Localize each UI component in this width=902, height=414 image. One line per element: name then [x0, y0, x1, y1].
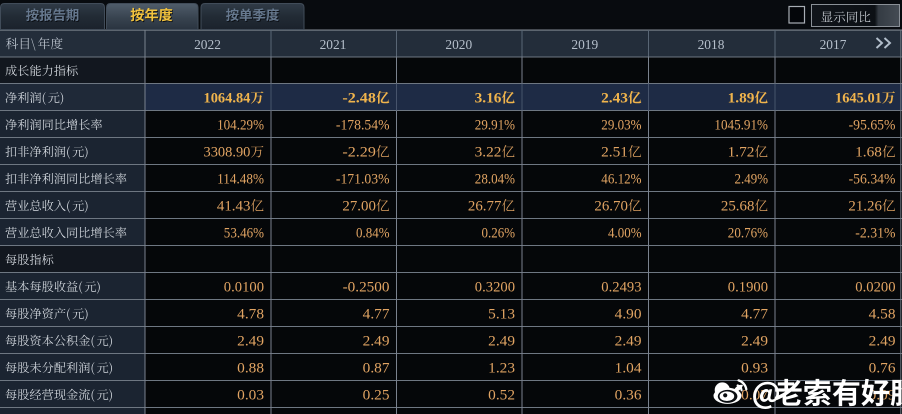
svg-text:2.49: 2.49	[615, 334, 642, 350]
svg-text:-2.48: -2.48	[342, 91, 376, 107]
svg-text:41.43: 41.43	[217, 199, 251, 215]
svg-text:2.43: 2.43	[601, 91, 628, 107]
svg-text:0.84%: 0.84%	[356, 226, 390, 242]
svg-text:0.88: 0.88	[237, 361, 264, 377]
svg-text:0.76: 0.76	[869, 361, 896, 377]
svg-text:29.03%: 29.03%	[601, 118, 641, 134]
svg-text:5.13: 5.13	[488, 307, 515, 323]
svg-text:104.29%: 104.29%	[217, 118, 264, 134]
svg-text:2.49: 2.49	[741, 334, 768, 350]
svg-text:4.77: 4.77	[363, 307, 390, 323]
svg-text:4.00%: 4.00%	[608, 226, 642, 242]
svg-text:0.26%: 0.26%	[482, 226, 516, 242]
svg-text:29.91%: 29.91%	[475, 118, 515, 134]
svg-text:2.49: 2.49	[869, 334, 896, 350]
svg-text:1064.84: 1064.84	[204, 91, 251, 107]
svg-text:2018: 2018	[698, 38, 725, 53]
svg-text:1.68: 1.68	[855, 145, 882, 161]
svg-text:0.0200: 0.0200	[855, 280, 895, 296]
svg-text:2019: 2019	[571, 38, 598, 53]
svg-text:0.2493: 0.2493	[601, 280, 641, 296]
svg-text:1645.01: 1645.01	[835, 91, 882, 107]
svg-text:4.90: 4.90	[615, 307, 642, 323]
svg-text:2.51: 2.51	[601, 145, 628, 161]
svg-text:3308.90: 3308.90	[204, 145, 251, 161]
svg-text:4.78: 4.78	[237, 307, 264, 323]
svg-text:-2.29: -2.29	[342, 145, 376, 161]
svg-text:0.1900: 0.1900	[728, 280, 768, 296]
svg-text:2017: 2017	[820, 38, 847, 53]
svg-text:2.49: 2.49	[237, 334, 264, 350]
svg-text:2.49: 2.49	[363, 334, 390, 350]
svg-text:0.52: 0.52	[488, 388, 515, 404]
svg-text:114.48%: 114.48%	[217, 172, 264, 188]
svg-text:27.00: 27.00	[342, 199, 376, 215]
svg-text:3.22: 3.22	[475, 145, 502, 161]
svg-text:-0.2500: -0.2500	[343, 280, 390, 296]
svg-text:2.49: 2.49	[488, 334, 515, 350]
svg-text:-56.34%: -56.34%	[849, 172, 896, 188]
svg-text:-95.65%: -95.65%	[849, 118, 896, 134]
svg-text:2022: 2022	[194, 38, 221, 53]
svg-text:2020: 2020	[445, 38, 472, 53]
svg-text:0.36: 0.36	[615, 388, 642, 404]
svg-text:0.0100: 0.0100	[224, 280, 264, 296]
svg-text:4.77: 4.77	[741, 307, 768, 323]
svg-text:4.58: 4.58	[869, 307, 896, 323]
svg-text:0.25: 0.25	[363, 388, 390, 404]
svg-text:0.03: 0.03	[237, 388, 264, 404]
svg-text:25.68: 25.68	[721, 199, 755, 215]
svg-text:-178.54%: -178.54%	[336, 118, 390, 134]
svg-text:0.3200: 0.3200	[475, 280, 515, 296]
svg-text:26.70: 26.70	[594, 199, 628, 215]
svg-text:26.77: 26.77	[468, 199, 502, 215]
svg-text:0.87: 0.87	[363, 361, 390, 377]
svg-text:46.12%: 46.12%	[601, 172, 641, 188]
svg-text:3.16: 3.16	[475, 91, 502, 107]
svg-text:1.89: 1.89	[728, 91, 755, 107]
svg-text:-2.31%: -2.31%	[855, 226, 895, 242]
svg-text:1.23: 1.23	[488, 361, 515, 377]
svg-text:2.49%: 2.49%	[735, 172, 769, 188]
svg-text:-171.03%: -171.03%	[336, 172, 390, 188]
svg-text:53.46%: 53.46%	[224, 226, 264, 242]
svg-text:2021: 2021	[320, 38, 347, 53]
svg-text:28.04%: 28.04%	[475, 172, 515, 188]
svg-text:1.04: 1.04	[615, 361, 642, 377]
svg-text:1.72: 1.72	[728, 145, 755, 161]
svg-text:1045.91%: 1045.91%	[714, 118, 768, 134]
svg-text:20.76%: 20.76%	[728, 226, 768, 242]
svg-text:21.26: 21.26	[848, 199, 882, 215]
svg-text:0.93: 0.93	[741, 361, 768, 377]
